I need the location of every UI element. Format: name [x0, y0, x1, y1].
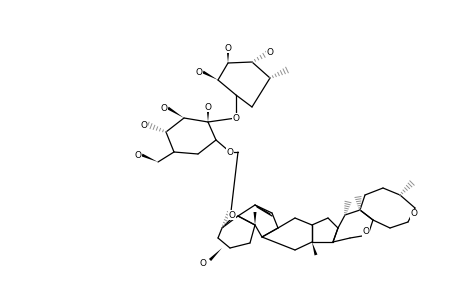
Polygon shape [141, 154, 157, 162]
Text: O: O [228, 211, 235, 220]
Text: O: O [226, 148, 233, 157]
Text: O: O [196, 68, 202, 76]
Text: O: O [409, 209, 417, 218]
Polygon shape [311, 242, 317, 255]
Polygon shape [226, 48, 229, 63]
Polygon shape [167, 107, 184, 118]
Text: O: O [362, 227, 369, 236]
Polygon shape [208, 248, 222, 261]
Text: O: O [266, 47, 273, 56]
Text: O: O [204, 103, 211, 112]
Polygon shape [253, 212, 256, 225]
Polygon shape [202, 71, 218, 80]
Text: O: O [161, 103, 168, 112]
Text: O: O [232, 113, 239, 122]
Text: O: O [141, 121, 148, 130]
Text: O: O [134, 151, 142, 160]
Text: O: O [224, 44, 231, 52]
Polygon shape [206, 107, 209, 122]
Text: O: O [199, 259, 206, 268]
